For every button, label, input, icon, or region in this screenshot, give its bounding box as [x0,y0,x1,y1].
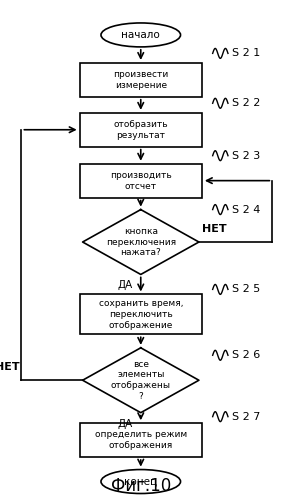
Text: S 2 4: S 2 4 [232,205,260,215]
Text: S 2 7: S 2 7 [232,412,260,422]
FancyBboxPatch shape [80,63,202,97]
Text: произвести
измерение: произвести измерение [113,70,168,90]
Text: определить режим
отображения: определить режим отображения [95,430,187,450]
Text: ДА: ДА [118,280,133,290]
Text: S 2 6: S 2 6 [232,350,260,360]
Text: S 2 2: S 2 2 [232,98,260,108]
Text: НЕТ: НЕТ [0,362,20,372]
Text: ДА: ДА [118,419,133,429]
Text: отобразить
результат: отобразить результат [114,120,168,140]
Ellipse shape [101,470,181,494]
Ellipse shape [101,23,181,47]
Text: конец: конец [124,477,157,487]
Text: S 2 5: S 2 5 [232,284,260,294]
FancyBboxPatch shape [80,294,202,334]
Text: все
элементы
отображены
?: все элементы отображены ? [111,360,171,401]
Polygon shape [83,210,199,274]
FancyBboxPatch shape [80,423,202,457]
Text: S 2 1: S 2 1 [232,48,260,58]
Text: начало: начало [121,30,160,40]
Text: кнопка
переключения
нажата?: кнопка переключения нажата? [106,227,176,257]
Text: Фиг.10: Фиг.10 [111,477,171,495]
Polygon shape [83,348,199,413]
Text: сохранить время,
переключить
отображение: сохранить время, переключить отображение [99,299,183,330]
Text: S 2 3: S 2 3 [232,151,260,161]
Text: НЕТ: НЕТ [202,224,226,234]
Text: производить
отсчет: производить отсчет [110,171,172,191]
FancyBboxPatch shape [80,113,202,147]
FancyBboxPatch shape [80,164,202,198]
